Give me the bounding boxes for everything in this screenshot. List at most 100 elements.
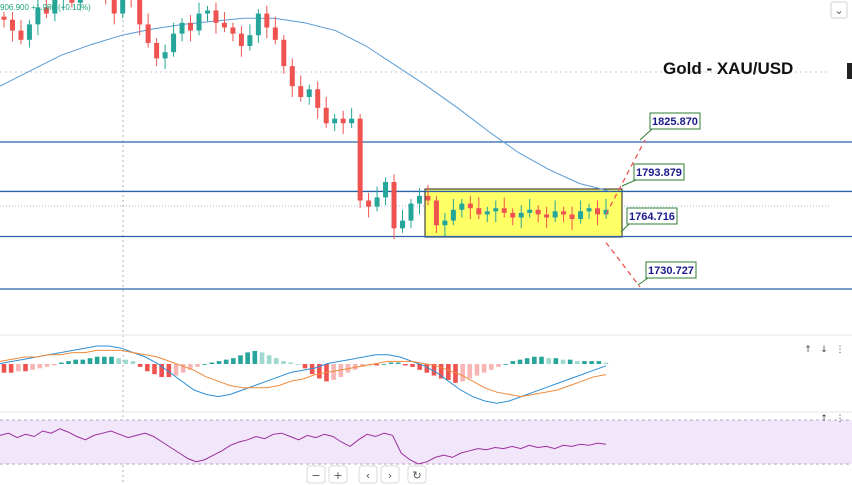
macd-histogram-bar [374,364,379,366]
macd-histogram-bar [438,364,444,379]
macd-histogram-bar [431,364,437,376]
macd-histogram-bar [503,364,508,365]
macd-histogram-bar [209,362,215,364]
macd-histogram-bar [331,364,336,380]
macd-histogram-bar [180,364,186,373]
macd-histogram-bar [116,358,121,364]
macd-histogram-bar [159,364,164,378]
macd-histogram-bar [496,364,501,367]
level-label-pointer [621,179,637,187]
candle-body [77,0,83,3]
macd-histogram-bar [381,364,387,365]
macd-histogram-bar [44,364,50,367]
level-label-pointer [637,277,649,286]
candle-body [52,0,58,14]
macd-histogram-bar [37,364,43,369]
candle-body [289,66,295,87]
macd-histogram-bar [360,364,365,367]
macd-histogram-bar [453,364,458,383]
pane-collapse-button[interactable] [830,1,848,19]
reset-icon: ↻ [412,469,421,482]
candle-body [179,22,185,34]
candle-body [264,13,270,28]
macd-histogram-bar [309,364,315,375]
macd-histogram-bar [59,362,64,364]
macd-histogram-bar [109,356,114,364]
macd-pane[interactable]: ↑ ↓ ⋮ [0,345,845,404]
zoom-out-button[interactable]: − [306,465,326,484]
candle-body [510,212,516,218]
macd-histogram-bar [30,364,35,370]
price-change-readout: 906.900 +1.980 (+0.10%) [0,3,91,12]
candle-body [26,24,32,40]
candle-body [484,211,490,215]
level-label-pointer [639,128,653,141]
candle-body [204,10,210,14]
macd-histogram-bar [202,364,207,365]
macd-histogram-bar [589,361,594,364]
macd-histogram-bar [481,364,487,373]
arrow-up-icon[interactable]: ↑ [820,414,828,424]
more-options-icon[interactable]: ⋮ [836,345,845,355]
candle-body [137,0,143,25]
arrow-down-icon[interactable]: ↓ [820,345,828,355]
candle-body [552,211,558,218]
macd-histogram-bar [16,364,21,372]
macd-histogram-bar [274,358,279,364]
candle-body [425,195,431,201]
macd-histogram-bar [238,355,243,364]
candle-body [120,0,126,14]
candle-body [221,22,227,28]
candle-body [374,197,380,207]
candle-body [298,86,304,97]
chart-title: Gold - XAU/USD [663,59,793,78]
chart-navigation-toolbar: − + ‹ › ↻ [306,465,427,484]
candle-body [247,35,253,47]
macd-histogram-bar [216,361,222,364]
macd-histogram-bar [546,358,551,364]
candle-body [493,208,499,212]
macd-histogram-bar [582,361,587,364]
macd-histogram-bar [539,356,544,364]
projection-down-arrow [605,242,641,288]
scroll-right-button[interactable]: › [380,465,400,484]
more-options-icon[interactable]: ⋮ [836,414,845,424]
scroll-left-button[interactable]: ‹ [358,465,378,484]
level-label-box [649,112,701,130]
macd-histogram-bar [188,364,193,370]
price-scale-marker [847,63,852,79]
macd-histogram-bar [424,364,430,373]
zoom-in-button[interactable]: + [328,465,348,484]
macd-histogram-bar [517,359,523,364]
rsi-pane[interactable]: ↑ ⋮ [0,414,852,465]
macd-histogram-bar [524,358,530,364]
level-label: 1825.870 [652,116,698,128]
macd-histogram-bar [302,364,308,369]
macd-histogram-bar [395,362,401,364]
candle-body [323,107,329,124]
macd-histogram-bar [281,361,286,364]
chevron-right-icon: › [388,469,392,482]
macd-histogram-bar [288,362,293,364]
candle-body [272,27,278,40]
macd-histogram-bar [252,350,258,364]
macd-histogram-bar [338,364,344,378]
candle-body [213,10,219,23]
level-label: 1793.879 [636,167,682,179]
moving-average-line [0,17,611,192]
macd-histogram-bar [123,359,129,364]
minus-icon: − [311,469,320,482]
candle-body [408,203,414,221]
macd-histogram-bar [295,364,301,365]
arrow-up-icon[interactable]: ↑ [804,345,812,355]
candle-body [467,203,473,209]
candle-body [35,7,41,25]
macd-histogram-bar [460,364,465,382]
candle-body [595,208,601,215]
macd-histogram-bar [417,364,422,370]
candle-body [111,0,117,14]
reset-chart-button[interactable]: ↻ [407,465,427,484]
macd-histogram-bar [510,361,516,364]
